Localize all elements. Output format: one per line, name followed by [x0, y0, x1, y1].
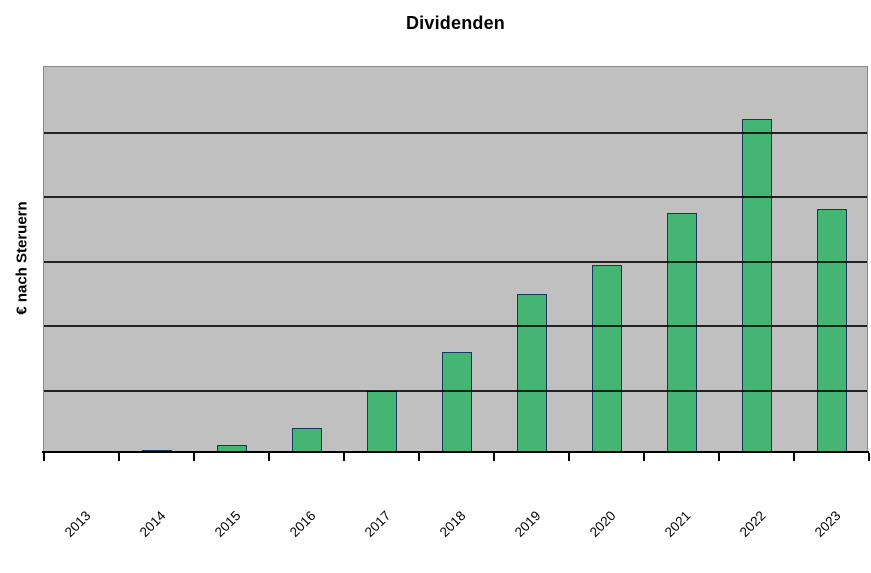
bar-2016: [291, 428, 322, 452]
x-axis-label-2015: 2015: [211, 508, 244, 540]
gridline: [44, 196, 867, 198]
bar-2020: [591, 265, 622, 452]
x-axis-tick: [718, 453, 720, 461]
x-axis-label-2023: 2023: [811, 508, 844, 540]
x-axis-label-2016: 2016: [286, 508, 319, 540]
gridline: [44, 390, 867, 392]
x-axis-tick: [43, 453, 45, 461]
bar-2022: [741, 119, 772, 452]
x-axis-tick: [418, 453, 420, 461]
gridline: [44, 261, 867, 263]
x-axis-label-2020: 2020: [586, 508, 619, 540]
x-axis-label-2014: 2014: [136, 508, 169, 540]
bar-2017: [366, 391, 397, 452]
gridline: [44, 325, 867, 327]
plot-area: [43, 66, 868, 453]
x-axis-tick: [868, 453, 870, 461]
x-axis-line: [42, 451, 869, 453]
y-axis-label: € nach Steruern: [13, 201, 31, 315]
x-axis-tick: [793, 453, 795, 461]
gridline: [44, 132, 867, 134]
x-axis-label-2013: 2013: [61, 508, 94, 540]
x-axis-tick: [193, 453, 195, 461]
bar-2018: [441, 352, 472, 452]
x-axis-label-2021: 2021: [661, 508, 694, 540]
bar-2023: [816, 209, 847, 452]
bar-2021: [666, 213, 697, 452]
x-axis-tick: [568, 453, 570, 461]
x-axis-label-2017: 2017: [361, 508, 394, 540]
x-axis-label-2019: 2019: [511, 508, 544, 540]
bar-2019: [516, 294, 547, 452]
x-axis-tick: [343, 453, 345, 461]
x-axis-tick: [268, 453, 270, 461]
chart-title: Dividenden: [405, 13, 505, 33]
x-axis-tick: [118, 453, 120, 461]
x-axis-tick: [493, 453, 495, 461]
x-axis-label-2022: 2022: [736, 508, 769, 540]
x-axis-tick: [643, 453, 645, 461]
x-axis-label-2018: 2018: [436, 508, 469, 540]
